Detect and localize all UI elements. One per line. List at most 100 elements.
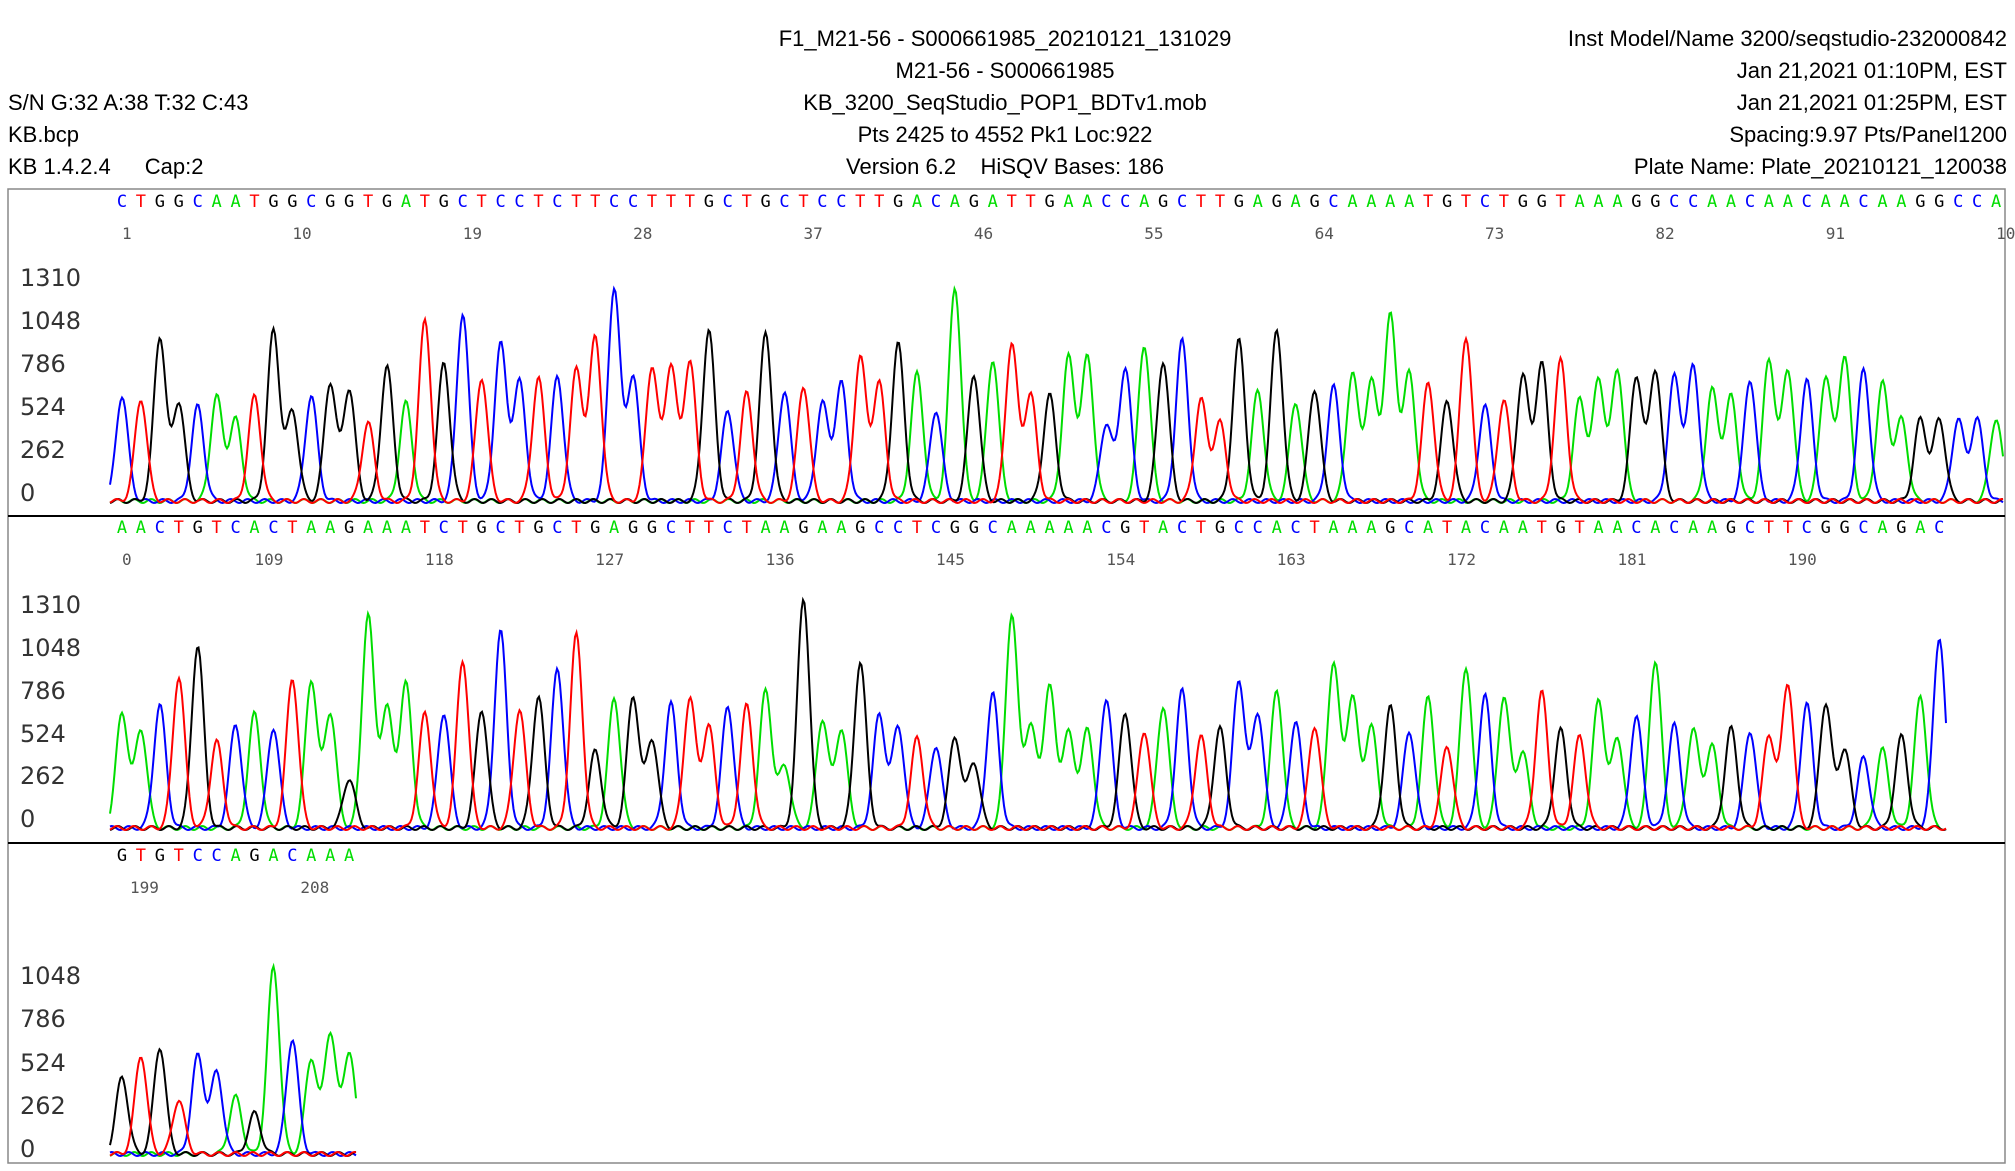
base-call: C: [1328, 192, 1338, 212]
trace-A: [109, 962, 357, 1158]
base-call: C: [155, 518, 165, 538]
base-call: T: [249, 192, 259, 212]
trace-T: [109, 1056, 357, 1158]
base-call: C: [628, 192, 638, 212]
base-call: A: [1612, 192, 1622, 212]
base-call: T: [685, 518, 695, 538]
base-call: A: [1991, 192, 2001, 212]
base-call: C: [1688, 192, 1698, 212]
base-call: A: [344, 846, 354, 866]
base-call: C: [193, 192, 203, 212]
base-call: C: [495, 192, 505, 212]
base-call: T: [212, 518, 222, 538]
position-label: 118: [425, 550, 454, 569]
y-tick-label: 524: [20, 1049, 66, 1077]
base-call: A: [1044, 518, 1054, 538]
base-call: G: [969, 192, 979, 212]
base-call: A: [1082, 518, 1092, 538]
base-call: T: [1026, 192, 1036, 212]
position-label: 10: [292, 224, 311, 243]
y-tick-label: 0: [20, 479, 35, 507]
base-call: C: [1177, 518, 1187, 538]
base-call: T: [1764, 518, 1774, 538]
base-call: T: [666, 192, 676, 212]
base-call: A: [1518, 518, 1528, 538]
base-call: A: [1707, 192, 1717, 212]
base-call: G: [1518, 192, 1528, 212]
base-call: C: [514, 192, 524, 212]
base-call: A: [1764, 192, 1774, 212]
base-call: G: [969, 518, 979, 538]
base-call: G: [1556, 518, 1566, 538]
sample-file: F1_M21-56 - S000661985_20210121_131029: [778, 26, 1232, 51]
base-call: T: [363, 192, 373, 212]
base-call: A: [1896, 192, 1906, 212]
base-call: C: [779, 192, 789, 212]
base-call: G: [1272, 192, 1282, 212]
base-call: G: [893, 192, 903, 212]
base-call: T: [855, 192, 865, 212]
base-call: T: [1556, 192, 1566, 212]
base-call: T: [1309, 518, 1319, 538]
base-call: T: [1007, 192, 1017, 212]
base-call: C: [1972, 192, 1982, 212]
base-call: T: [458, 518, 468, 538]
base-call: T: [571, 192, 581, 212]
base-call: A: [1026, 518, 1036, 538]
base-call: T: [136, 846, 146, 866]
base-call: A: [609, 518, 619, 538]
sn-signal: S/N G:32 A:38 T:32 C:43: [8, 90, 249, 115]
sample-name: M21-56 - S000661985: [895, 58, 1115, 83]
software-version: Version 6.2: [846, 154, 957, 179]
bcp-file: KB.bcp: [8, 122, 79, 147]
base-call: G: [1821, 518, 1831, 538]
base-call: C: [1802, 192, 1812, 212]
y-tick-label: 1048: [20, 634, 81, 662]
y-tick-label: 524: [20, 720, 66, 748]
base-call: A: [1707, 518, 1717, 538]
base-call: G: [1896, 518, 1906, 538]
version-line: Version 6.2 HiSQV Bases: 186: [540, 151, 1470, 183]
base-call: C: [1745, 192, 1755, 212]
base-call: C: [268, 518, 278, 538]
position-label: 46: [974, 224, 993, 243]
base-call: G: [174, 192, 184, 212]
base-call: G: [477, 518, 487, 538]
base-call: A: [325, 846, 335, 866]
base-call: T: [571, 518, 581, 538]
base-call: T: [1196, 518, 1206, 538]
base-call: C: [1858, 518, 1868, 538]
base-call: A: [1347, 192, 1357, 212]
base-call: A: [1139, 192, 1149, 212]
base-call: A: [1158, 518, 1168, 538]
base-call: A: [1593, 192, 1603, 212]
y-tick-label: 1310: [20, 264, 81, 292]
base-call: C: [212, 846, 222, 866]
base-call: T: [1442, 518, 1452, 538]
base-call: T: [514, 518, 524, 538]
base-call: A: [230, 192, 240, 212]
base-call: C: [287, 846, 297, 866]
base-call: A: [1688, 518, 1698, 538]
y-tick-label: 524: [20, 393, 66, 421]
base-call: A: [836, 518, 846, 538]
base-call: C: [723, 192, 733, 212]
position-label: 55: [1144, 224, 1163, 243]
base-call: A: [249, 518, 259, 538]
position-label: 37: [803, 224, 822, 243]
mobility-file: KB_3200_SeqStudio_POP1_BDTv1.mob: [803, 90, 1207, 115]
position-label: 28: [633, 224, 652, 243]
spacing: Spacing:9.97 Pts/Panel1200: [1729, 122, 2007, 147]
instrument: Inst Model/Name 3200/seqstudio-232000842: [1567, 26, 2007, 51]
trace-C: [109, 1038, 357, 1158]
base-call: T: [798, 192, 808, 212]
base-call: T: [874, 192, 884, 212]
points-range: Pts 2425 to 4552 Pk1 Loc:922: [857, 122, 1153, 147]
base-call: A: [382, 518, 392, 538]
base-call: A: [1593, 518, 1603, 538]
position-label: 181: [1617, 550, 1646, 569]
base-call: G: [1631, 192, 1641, 212]
base-call: T: [685, 192, 695, 212]
base-call: A: [306, 518, 316, 538]
